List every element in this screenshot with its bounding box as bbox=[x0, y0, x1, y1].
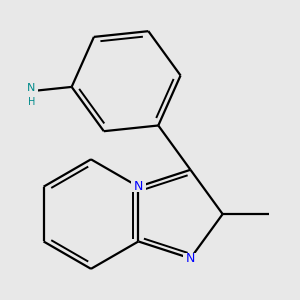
Text: N: N bbox=[27, 83, 35, 94]
Text: N: N bbox=[186, 252, 195, 265]
FancyBboxPatch shape bbox=[24, 83, 38, 94]
FancyBboxPatch shape bbox=[131, 181, 146, 192]
Text: H: H bbox=[28, 97, 35, 107]
FancyBboxPatch shape bbox=[183, 253, 198, 264]
Text: N: N bbox=[134, 180, 143, 193]
